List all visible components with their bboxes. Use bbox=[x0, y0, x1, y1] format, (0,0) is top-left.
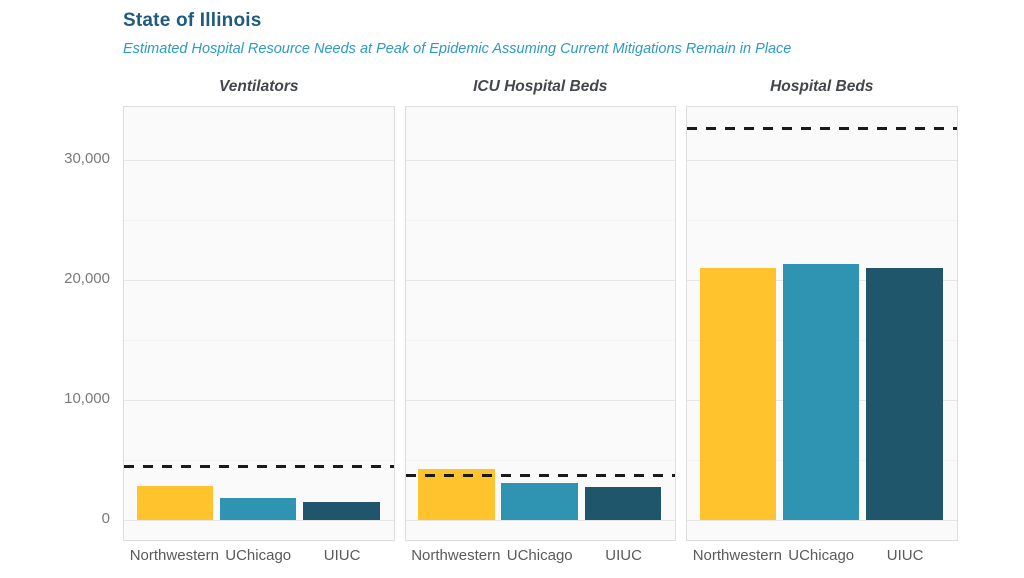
x-tick-label-northwestern: Northwestern bbox=[129, 547, 219, 564]
gridline-minor bbox=[124, 219, 394, 221]
gridline-minor bbox=[405, 340, 675, 342]
bar-northwestern bbox=[136, 485, 214, 521]
page-title: State of Illinois bbox=[123, 10, 262, 31]
gridline-major bbox=[405, 520, 675, 522]
x-tick-label-uiuc: UIUC bbox=[886, 547, 924, 564]
y-axis: 0 10,000 20,000 30,000 bbox=[0, 0, 113, 578]
facet-panel-hospital-beds bbox=[686, 106, 958, 541]
x-tick-label-uchicago: UChicago bbox=[225, 547, 292, 564]
gridline-minor bbox=[124, 460, 394, 462]
x-axis-labels-icu-beds: Northwestern UChicago UIUC bbox=[405, 547, 677, 569]
bar-uchicago bbox=[219, 497, 297, 521]
gridline-minor bbox=[405, 460, 675, 462]
gridline-major bbox=[687, 520, 957, 522]
x-axis-labels-hospital-beds: Northwestern UChicago UIUC bbox=[686, 547, 958, 569]
bar-northwestern bbox=[418, 468, 495, 521]
x-tick-label-uiuc: UIUC bbox=[605, 547, 642, 564]
gridline-major bbox=[405, 159, 675, 161]
y-tick-label: 10,000 bbox=[64, 390, 110, 408]
facet-title-ventilators: Ventilators bbox=[218, 78, 299, 95]
gridline-minor bbox=[405, 219, 675, 221]
x-tick-label-northwestern: Northwestern bbox=[411, 547, 501, 564]
x-axis-labels-ventilators: Northwestern UChicago UIUC bbox=[123, 547, 395, 569]
x-tick-label-uiuc: UIUC bbox=[323, 547, 361, 564]
bar-northwestern bbox=[699, 268, 777, 521]
x-tick-label-northwestern: Northwestern bbox=[692, 547, 782, 564]
bar-uchicago bbox=[501, 483, 578, 521]
bar-uiuc bbox=[303, 501, 380, 521]
facet-title-icu-beds: ICU Hospital Beds bbox=[473, 78, 608, 95]
gridline-major bbox=[124, 520, 394, 522]
bar-uiuc bbox=[866, 268, 943, 521]
facet-panel-ventilators bbox=[123, 106, 395, 541]
bar-uchicago bbox=[782, 263, 860, 521]
x-tick-label-uchicago: UChicago bbox=[506, 547, 573, 564]
facet-panel-icu-beds bbox=[404, 106, 676, 541]
chart-subtitle: Estimated Hospital Resource Needs at Pea… bbox=[123, 41, 792, 57]
facet-title-hospital-beds: Hospital Beds bbox=[770, 78, 874, 95]
x-tick-label-uchicago: UChicago bbox=[788, 547, 855, 564]
gridline-major bbox=[124, 280, 394, 282]
gridline-major bbox=[405, 280, 675, 282]
y-tick-label: 0 bbox=[101, 510, 110, 528]
gridline-major bbox=[687, 159, 957, 161]
dashed-reference-line bbox=[124, 464, 394, 468]
dashed-reference-line bbox=[687, 127, 957, 131]
gridline-minor bbox=[687, 219, 957, 221]
y-tick-label: 20,000 bbox=[64, 270, 110, 288]
y-tick-label: 30,000 bbox=[64, 149, 110, 167]
gridline-minor bbox=[124, 340, 394, 342]
dashed-reference-line bbox=[405, 473, 675, 477]
gridline-major bbox=[124, 159, 394, 161]
gridline-major bbox=[405, 400, 675, 402]
bar-uiuc bbox=[584, 486, 662, 521]
gridline-major bbox=[124, 400, 394, 402]
